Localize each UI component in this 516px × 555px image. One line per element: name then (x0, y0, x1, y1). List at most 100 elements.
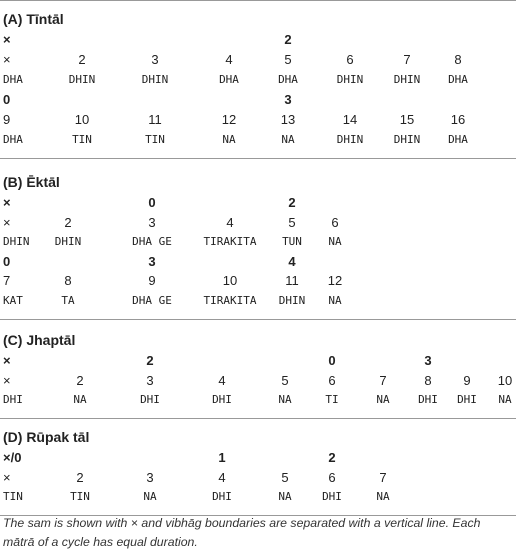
cell: DHA GE (132, 235, 172, 249)
cell: DHA (3, 73, 23, 86)
cell: NA (328, 235, 342, 249)
cell: 11 (285, 273, 299, 289)
cell: 3 (151, 52, 159, 67)
cell: NA (73, 393, 87, 406)
cell: 12 (327, 273, 343, 289)
cell: DHA (278, 73, 298, 86)
cell: 0 (3, 253, 11, 269)
cell: DHI (3, 393, 23, 406)
cell: DHI (212, 393, 232, 406)
cell: DHIN (54, 235, 82, 249)
cell: 3 (284, 92, 292, 107)
cell: DHIN (3, 235, 30, 249)
cell: 0 (3, 92, 11, 107)
cell: ×/0 (3, 450, 22, 465)
cell: 4 (226, 214, 234, 230)
cell: KAT (3, 294, 23, 307)
cell: TIRAKITA (203, 235, 257, 249)
cell: 4 (225, 52, 233, 67)
rule (0, 515, 516, 516)
cell: NA (376, 393, 390, 406)
cell: 14 (342, 112, 358, 127)
cell: NA (281, 133, 295, 146)
cell: NA (376, 490, 390, 503)
cell: 7 (403, 52, 411, 67)
cell: DHA (448, 73, 468, 86)
rule (0, 319, 516, 320)
cell: TUN (282, 235, 302, 249)
cell: 11 (148, 112, 162, 127)
cell: 2 (76, 469, 84, 485)
section-title: (D) Rūpak tāl (3, 429, 90, 445)
cell: 3 (148, 214, 156, 230)
cell: × (3, 195, 11, 210)
cell: DHIN (68, 73, 96, 86)
cell: 5 (281, 469, 289, 485)
cell: 9 (148, 273, 156, 289)
rule (0, 158, 516, 159)
cell: 7 (3, 273, 11, 289)
cell: NA (498, 393, 512, 406)
cell: 3 (146, 469, 154, 485)
cell: NA (222, 133, 236, 146)
cell: 6 (328, 469, 336, 485)
cell: 3 (146, 372, 154, 388)
cell: 0 (148, 195, 156, 210)
cell: TIN (72, 133, 92, 146)
cell: 2 (284, 32, 292, 47)
cell: 3 (148, 253, 156, 269)
cell: 2 (146, 353, 154, 368)
cell: DHA GE (132, 294, 172, 307)
cell: NA (278, 490, 292, 503)
section-title: (A) Tīntāl (3, 11, 64, 27)
cell: DHA (219, 73, 239, 86)
cell: NA (143, 490, 157, 503)
cell: 10 (222, 273, 238, 289)
cell: 0 (328, 353, 336, 368)
cell: 7 (379, 469, 387, 485)
cell: × (3, 52, 11, 67)
cell: TIN (70, 490, 90, 503)
cell: 6 (346, 52, 354, 67)
rule (0, 0, 516, 1)
section-title: (C) Jhaptāl (3, 332, 76, 348)
cell: 9 (3, 112, 11, 127)
cell: 2 (64, 214, 72, 230)
cell: 4 (218, 469, 226, 485)
cell: 8 (424, 372, 432, 388)
cell: 15 (399, 112, 415, 127)
cell: × (3, 353, 11, 368)
cell: × (3, 372, 11, 388)
cell: TI (325, 393, 339, 406)
cell: DHIN (393, 133, 421, 146)
cell: TIRAKITA (203, 294, 257, 307)
cell: 6 (331, 214, 339, 230)
cell: 8 (454, 52, 462, 67)
cell: 5 (284, 52, 292, 67)
section-title: (B) Ēktāl (3, 174, 60, 190)
cell: 3 (424, 353, 432, 368)
cell: DHIN (336, 73, 364, 86)
cell: 8 (64, 273, 72, 289)
cell: TIN (3, 490, 23, 503)
cell: DHIN (278, 294, 306, 307)
rule (0, 418, 516, 419)
cell: 12 (221, 112, 237, 127)
cell: 9 (463, 372, 471, 388)
cell: 4 (288, 253, 296, 269)
cell: 16 (450, 112, 466, 127)
cell: 4 (218, 372, 226, 388)
cell: 2 (78, 52, 86, 67)
cell: 2 (328, 450, 336, 465)
cell: DHI (418, 393, 438, 406)
cell: DHI (322, 490, 342, 503)
cell: 10 (497, 372, 513, 388)
cell: TA (61, 294, 75, 307)
cell: DHI (140, 393, 160, 406)
caption: The sam is shown with × and vibhāg bound… (3, 516, 481, 549)
cell: DHIN (393, 73, 421, 86)
cell: × (3, 214, 11, 230)
cell: DHIN (336, 133, 364, 146)
cell: DHA (448, 133, 468, 146)
